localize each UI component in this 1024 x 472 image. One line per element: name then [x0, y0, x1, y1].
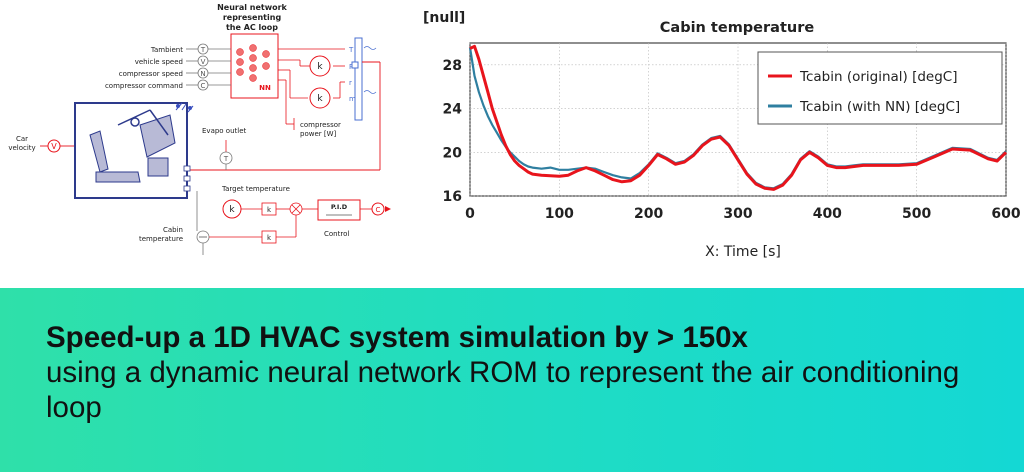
x-tick-label: 600 — [991, 206, 1020, 222]
x-tick-label: 100 — [545, 206, 574, 222]
neural-network-block[interactable]: NN — [230, 33, 279, 99]
svg-text:P.I.D: P.I.D — [331, 203, 348, 211]
gain-block-3[interactable]: k — [261, 202, 290, 216]
headline-bold: Speed-up a 1D HVAC system simulation by … — [46, 321, 748, 354]
x-tick-label: 0 — [465, 206, 475, 222]
y-tick-label: 20 — [443, 145, 463, 161]
svg-text:k: k — [229, 205, 235, 215]
x-tick-label: 200 — [634, 206, 663, 222]
nn-title-line-1: Neural network — [217, 3, 287, 12]
svg-text:C: C — [201, 82, 206, 90]
legend-label: Tcabin (with NN) [degC] — [799, 99, 960, 115]
gain-block-1[interactable]: k — [300, 55, 331, 77]
series-lines — [468, 44, 1008, 191]
cabin-block[interactable] — [74, 102, 194, 199]
svg-text:T: T — [200, 46, 206, 54]
evapo-outlet-label: Evapo outlet — [202, 127, 247, 135]
compressor-power-label-2: power [W] — [300, 130, 337, 138]
car-velocity-label-1: Car — [16, 135, 28, 143]
headline-subtext: using a dynamic neural network ROM to re… — [46, 356, 960, 424]
nn-label: NN — [259, 84, 271, 92]
svg-text:k: k — [267, 206, 272, 214]
air-vents-icon — [175, 102, 194, 113]
y-tick-label: 16 — [443, 189, 462, 205]
target-temperature-label: Target temperature — [221, 185, 290, 193]
svg-text:T: T — [223, 155, 229, 163]
y-tick-label: 28 — [443, 58, 462, 74]
headline-text: Speed-up a 1D HVAC system simulation by … — [46, 320, 1006, 425]
car-velocity-input[interactable]: V — [40, 139, 75, 153]
svg-text:V: V — [201, 58, 206, 66]
heat-exchanger-icon[interactable] — [351, 37, 377, 121]
nn-input-compressor-command[interactable]: compressor command C — [105, 79, 231, 91]
nn-outputs — [278, 48, 345, 125]
car-seat-icon — [89, 114, 176, 183]
chart-title: Cabin temperature — [660, 20, 815, 36]
compressor-power-port[interactable]: compressor power [W] — [293, 118, 341, 138]
nn-neurons-icon — [236, 44, 270, 82]
axis-ticks: 0 100 200 300 400 500 600 16 20 24 28 — [443, 58, 1021, 222]
svg-text:k: k — [267, 234, 272, 242]
car-velocity-label-2: velocity — [8, 144, 35, 152]
control-label: Control — [324, 230, 349, 238]
input-label-compressor-command: compressor command — [105, 82, 183, 90]
svg-text:N: N — [200, 70, 205, 78]
svg-text:k: k — [317, 62, 323, 72]
output-r: r — [349, 79, 352, 87]
gain-block-4[interactable]: k — [261, 230, 296, 244]
x-tick-label: 500 — [902, 206, 931, 222]
compressor-power-label-1: compressor — [300, 121, 341, 129]
gain-block-2[interactable]: k — [309, 87, 331, 109]
target-temperature-source[interactable]: k — [222, 199, 262, 219]
svg-text:k: k — [317, 94, 323, 104]
svg-text:V: V — [51, 142, 57, 151]
legend-box — [757, 51, 1003, 125]
cabin-temperature-label-1: Cabin — [163, 226, 183, 234]
output-T: T — [348, 46, 354, 54]
x-tick-label: 400 — [813, 206, 842, 222]
svg-text:C: C — [376, 206, 381, 214]
cabin-temperature-sensor[interactable] — [196, 191, 262, 255]
nn-input-compressor-speed[interactable]: compressor speed N — [119, 67, 231, 79]
input-label-tambient: Tambient — [150, 46, 183, 54]
pid-controller[interactable]: P.I.D — [317, 199, 372, 221]
input-label-compressor-speed: compressor speed — [119, 70, 183, 78]
cabin-temperature-label-2: temperature — [139, 235, 183, 243]
loop-wire — [187, 61, 381, 171]
cabin-ports — [183, 165, 191, 192]
control-output[interactable]: C — [371, 202, 391, 216]
steering-icon — [117, 109, 169, 136]
summing-junction[interactable] — [289, 202, 318, 237]
nn-input-vehicle-speed[interactable]: vehicle speed V — [135, 55, 231, 67]
output-P: P — [349, 63, 353, 71]
legend-label: Tcabin (original) [degC] — [799, 69, 958, 85]
nn-input-tambient[interactable]: Tambient T — [150, 43, 231, 55]
x-axis-label: X: Time [s] — [705, 244, 781, 260]
headline-banner: Speed-up a 1D HVAC system simulation by … — [0, 288, 1024, 472]
evapo-temperature-sensor[interactable]: T — [219, 140, 233, 170]
nn-title-line-3: the AC loop — [226, 23, 278, 32]
series-line-original[interactable] — [469, 44, 1008, 191]
cabin-temperature-chart: Cabin temperature [null] X: Time [s] 0 10… — [423, 10, 1021, 260]
top-panel: Neural network representing the AC loop … — [8, 3, 1021, 260]
nn-title-line-2: representing — [223, 13, 282, 22]
output-m: m — [349, 95, 356, 103]
x-tick-label: 300 — [723, 206, 752, 222]
input-label-vehicle-speed: vehicle speed — [135, 58, 183, 66]
legend[interactable]: Tcabin (original) [degC] Tcabin (with NN)… — [757, 51, 1003, 125]
hvac-system-diagram: Neural network representing the AC loop … — [8, 3, 391, 255]
y-tick-label: 24 — [443, 102, 463, 118]
y-axis-label: [null] — [423, 10, 465, 26]
